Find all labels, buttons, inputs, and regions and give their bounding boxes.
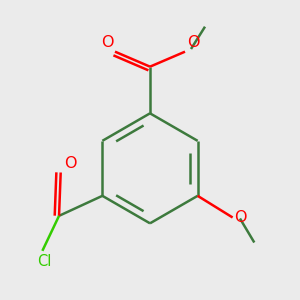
Text: O: O	[101, 35, 113, 50]
Text: O: O	[234, 210, 247, 225]
Text: Cl: Cl	[37, 254, 51, 268]
Text: O: O	[64, 156, 76, 171]
Text: O: O	[187, 35, 199, 50]
